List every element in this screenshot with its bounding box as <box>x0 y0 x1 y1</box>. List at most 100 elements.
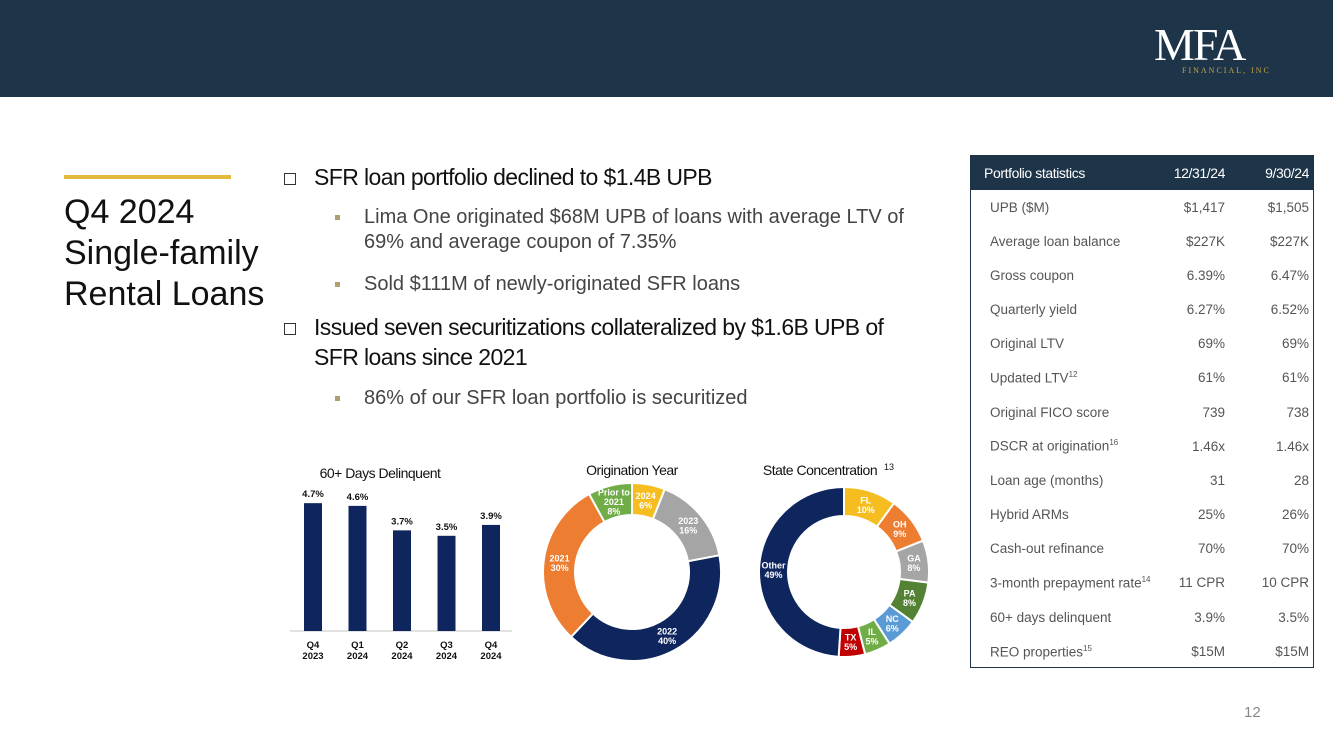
bar-value-label: 3.5% <box>436 522 458 533</box>
bullet-list: SFR loan portfolio declined to $1.4B UPB… <box>284 162 924 411</box>
stats-value-current: 70% <box>1197 541 1225 557</box>
stats-header-row: Portfolio statistics 12/31/24 9/30/24 <box>971 156 1313 190</box>
donut-slice-value: 9% <box>893 529 906 539</box>
donut-slice-label: Prior to <box>598 487 631 497</box>
stats-value-current: 69% <box>1197 336 1225 352</box>
bar-category-label: 2024 <box>391 651 413 662</box>
donut-slice-label: NC <box>886 614 899 624</box>
square-bullet-icon <box>335 396 340 401</box>
stats-row-label-text: 60+ days delinquent <box>990 609 1112 625</box>
donut-chart-title: State Concentration <box>763 462 877 478</box>
donut-slice-label: OH <box>893 519 907 529</box>
stats-row-label-text: DSCR at origination <box>990 438 1110 454</box>
charts-svg: 60+ Days Delinquent4.7%Q420234.6%Q120243… <box>290 462 930 662</box>
footnote-ref: 13 <box>884 462 894 472</box>
stats-value-prior: 70% <box>1281 541 1309 557</box>
donut-slice-value: 16% <box>679 525 697 535</box>
stats-value-prior: $227K <box>1269 233 1309 249</box>
bar-category-label: Q3 <box>440 640 453 651</box>
stats-row-label: Original LTV <box>971 327 1159 361</box>
square-bullet-icon <box>335 282 340 287</box>
bullet-1-text: SFR loan portfolio declined to $1.4B UPB <box>314 164 713 190</box>
portfolio-statistics-table: Portfolio statistics 12/31/24 9/30/24 UP… <box>970 155 1314 668</box>
bar <box>348 505 367 631</box>
stats-row-label: Quarterly yield <box>971 292 1159 326</box>
donut-slice-value: 8% <box>907 563 920 573</box>
donut-slice-label: FL <box>860 495 871 505</box>
donut-slice-value: 8% <box>607 506 620 516</box>
stats-row-label: Hybrid ARMs <box>971 498 1159 532</box>
stats-row: Gross coupon 6.39% 6.47% <box>971 258 1313 292</box>
stats-value-current: $1,417 <box>1183 199 1225 215</box>
stats-value-current: 739 <box>1202 404 1225 420</box>
donut-slice-label: IL <box>868 627 877 637</box>
footnote-ref: 14 <box>1141 575 1151 585</box>
checkbox-bullet-icon <box>284 173 296 185</box>
stats-row-label: 3-month prepayment rate14 <box>971 566 1159 600</box>
bullet-2: Issued seven securitizations collaterali… <box>284 312 924 372</box>
stats-value-current: 6.27% <box>1186 301 1225 317</box>
donut-slice-value: 10% <box>857 505 875 515</box>
donut-slice-value: 6% <box>886 623 899 633</box>
stats-row-label-text: Average loan balance <box>990 233 1121 249</box>
stats-row: Hybrid ARMs 25% 26% <box>971 498 1313 532</box>
stats-row: Average loan balance $227K $227K <box>971 224 1313 258</box>
bar-category-label: Q4 <box>485 640 498 651</box>
stats-row-label: Cash-out refinance <box>971 532 1159 566</box>
donut-slice-label: GA <box>907 554 921 564</box>
stats-header-current: 12/31/24 <box>1159 156 1237 190</box>
mfa-logo: MFA FINANCIAL, INC <box>1150 20 1270 80</box>
logo-wordmark: MFA <box>1154 19 1246 70</box>
stats-row-label-text: Original LTV <box>990 336 1065 352</box>
stats-value-prior: 28 <box>1293 472 1309 488</box>
bar-category-label: Q1 <box>351 640 364 651</box>
stats-row-label: Loan age (months) <box>971 463 1159 497</box>
sub-bullet-1-2: Sold $111M of newly-originated SFR loans <box>284 272 924 297</box>
stats-row-label-text: Gross coupon <box>990 267 1075 283</box>
title-line-2: Single-family <box>64 234 259 272</box>
charts-area: 60+ Days Delinquent 4.7% Q4 2023 4.6% Q1 2024 3… <box>290 455 940 680</box>
title-line-3: Rental Loans <box>64 275 265 313</box>
stats-row: Cash-out refinance 70% 70% <box>971 532 1313 566</box>
title-line-1: Q4 2024 <box>64 193 195 231</box>
donut-chart-title: Origination Year <box>586 462 678 478</box>
stats-value-current: 11 CPR <box>1178 575 1225 591</box>
bar <box>304 503 322 631</box>
stats-row-label: Gross coupon <box>971 258 1159 292</box>
stats-value-prior: 1.46x <box>1275 438 1309 454</box>
sub-bullet-1-1-text: Lima One originated $68M UPB of loans wi… <box>364 206 904 253</box>
donut-slice <box>569 554 722 662</box>
stats-value-prior: $1,505 <box>1267 199 1309 215</box>
footnote-ref: 12 <box>1068 370 1078 380</box>
stats-row-label-text: Cash-out refinance <box>990 541 1105 557</box>
stats-row-label: DSCR at origination16 <box>971 429 1159 463</box>
stats-row-label: Original FICO score <box>971 395 1159 429</box>
bar-category-label: 2023 <box>302 651 323 662</box>
donut-slice-value: 49% <box>765 570 783 580</box>
bar-value-label: 3.7% <box>391 516 413 527</box>
donut-slice-label: 2024 <box>636 491 656 501</box>
stats-value-prior: 69% <box>1281 336 1309 352</box>
stats-value-prior: 61% <box>1281 370 1309 386</box>
bar <box>482 524 500 631</box>
title-accent-bar <box>64 175 231 179</box>
donut-slice-label: 2022 <box>657 626 677 636</box>
bar-category-label: 2024 <box>347 651 369 662</box>
stats-row-label: Average loan balance <box>971 224 1159 258</box>
stats-row: Original LTV 69% 69% <box>971 327 1313 361</box>
stats-row: REO properties15 $15M $15M <box>971 634 1313 668</box>
checkbox-bullet-icon <box>284 323 296 335</box>
bar-category-label: 2024 <box>436 651 458 662</box>
donut-slice-label: PA <box>904 588 916 598</box>
bar-category-label: Q2 <box>396 640 409 651</box>
bar-value-label: 3.9% <box>480 511 502 522</box>
stats-row-label-text: Hybrid ARMs <box>990 507 1069 523</box>
bullet-1: SFR loan portfolio declined to $1.4B UPB <box>284 162 924 192</box>
page-title: Q4 2024 Single-family Rental Loans <box>64 192 279 315</box>
donut-slice-value: 30% <box>551 563 569 573</box>
stats-row: 60+ days delinquent 3.9% 3.5% <box>971 600 1313 634</box>
sub-bullet-1-2-text: Sold $111M of newly-originated SFR loans <box>364 273 741 295</box>
page-number: 12 <box>1244 704 1261 721</box>
stats-row-label-text: REO properties <box>990 644 1084 660</box>
stats-row-label: UPB ($M) <box>971 190 1159 224</box>
